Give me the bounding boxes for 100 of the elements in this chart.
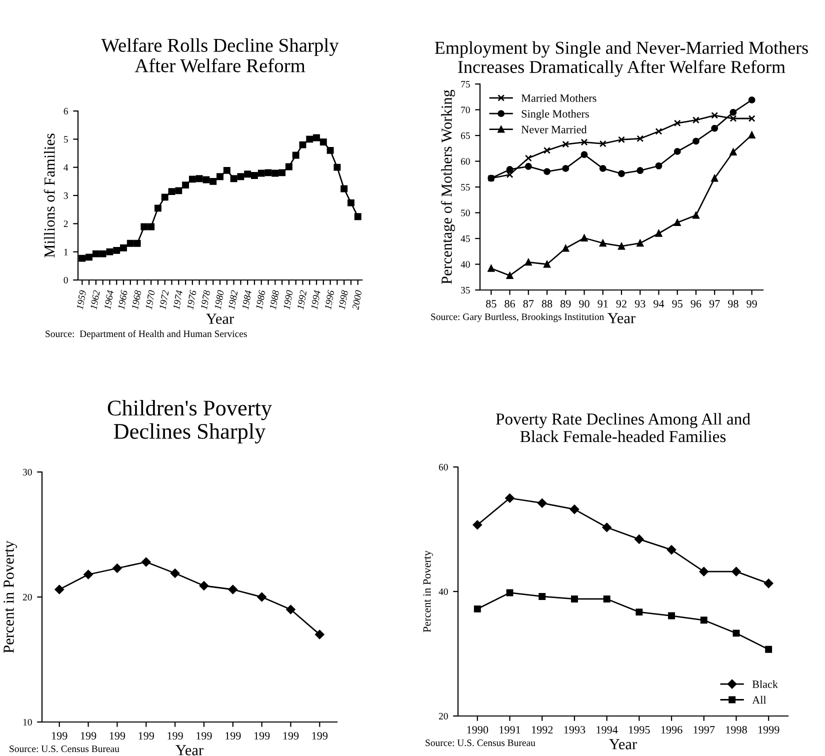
point <box>700 616 708 624</box>
point <box>603 595 610 602</box>
x-tick-label: 1992 <box>297 290 307 310</box>
x-tick-label: 199 <box>138 732 154 740</box>
point <box>562 164 570 172</box>
point <box>112 564 122 573</box>
x-tick-label: 1962 <box>90 290 100 310</box>
point <box>692 212 700 219</box>
point <box>599 164 606 172</box>
point <box>636 240 644 247</box>
y-tick-label: 40 <box>438 588 448 595</box>
x-tick-label: 1986 <box>256 290 266 310</box>
point <box>524 162 532 170</box>
x-tick-label: 1972 <box>159 290 169 310</box>
point <box>674 219 681 226</box>
point <box>278 169 286 176</box>
point <box>154 204 162 212</box>
x-tick-label: 199 <box>196 732 212 740</box>
x-tick-label: 1964 <box>104 290 114 310</box>
point <box>168 188 176 196</box>
point <box>286 604 296 614</box>
legend-label: Black <box>752 680 778 688</box>
point <box>230 175 238 182</box>
x-tick-label: 1999 <box>758 726 780 734</box>
point <box>730 115 737 122</box>
x-tick-label: 91 <box>598 300 608 308</box>
x-tick-label: 1996 <box>661 726 682 734</box>
point <box>134 240 141 247</box>
x-tick-label: 1988 <box>269 290 280 310</box>
x-tick-label: 88 <box>542 300 552 308</box>
point <box>320 138 327 146</box>
point <box>84 570 93 580</box>
point <box>326 146 334 154</box>
y-axis-title: Millions of Families <box>44 134 55 258</box>
x-tick-label: 1995 <box>629 726 650 734</box>
y-tick-label: 60 <box>438 464 448 470</box>
point <box>258 170 265 177</box>
y-tick-label: 35 <box>461 286 470 294</box>
point <box>472 520 482 530</box>
point <box>272 170 279 177</box>
point <box>196 175 203 182</box>
legend-label: Never Married <box>521 126 587 134</box>
x-tick-label: 98 <box>728 300 738 308</box>
chart-title: Poverty Rate Declines Among All and Black Female-headed Families <box>496 412 750 442</box>
point <box>537 498 547 508</box>
point <box>666 545 676 554</box>
point <box>544 168 550 176</box>
point <box>538 593 546 600</box>
point <box>674 148 681 155</box>
y-axis-title: Percent in Poverty <box>423 550 433 632</box>
point <box>730 148 737 156</box>
x-tick-label: 92 <box>616 300 626 308</box>
point <box>618 170 625 178</box>
legend-label: Single Mothers <box>522 110 589 120</box>
y-tick-label: 20 <box>22 594 32 600</box>
point <box>748 132 756 138</box>
x-tick-label: 1993 <box>564 726 586 734</box>
point <box>748 115 756 122</box>
point <box>636 608 643 616</box>
x-tick-label: 1994 <box>310 290 321 310</box>
x-tick-label: 1959 <box>76 290 86 310</box>
x-tick-label: 1990 <box>283 290 293 310</box>
point <box>334 164 341 171</box>
point <box>636 167 644 174</box>
point <box>655 128 662 135</box>
point <box>506 171 514 178</box>
point <box>237 173 244 180</box>
point <box>618 242 625 250</box>
point <box>618 136 625 144</box>
point <box>299 141 306 148</box>
point <box>199 581 209 590</box>
point <box>580 151 588 158</box>
x-tick-label: 94 <box>654 300 664 308</box>
x-tick-label: 199 <box>80 732 96 740</box>
x-tick-label: 89 <box>560 300 571 308</box>
point <box>86 254 92 261</box>
point <box>580 234 588 242</box>
point <box>602 522 612 532</box>
point <box>202 176 210 184</box>
y-tick-label: 65 <box>460 132 470 139</box>
chart-title: Welfare Rolls Decline Sharply After Welfare Reform <box>101 38 339 72</box>
y-tick-label: 4 <box>64 164 68 171</box>
x-axis-title: Year <box>176 745 204 756</box>
y-tick-label: 50 <box>461 210 470 216</box>
point <box>182 182 190 189</box>
point <box>313 134 320 142</box>
x-tick-label: 1982 <box>228 290 238 310</box>
x-tick-label: 1992 <box>532 726 553 734</box>
x-tick-label: 1966 <box>118 290 128 310</box>
x-tick-label: 1997 <box>694 726 715 734</box>
point <box>126 240 134 247</box>
point <box>257 592 266 602</box>
y-axis-title: Percentage of Mothers Working <box>440 90 455 284</box>
point <box>732 630 740 637</box>
y-tick-label: 45 <box>460 235 470 242</box>
x-tick-label: 96 <box>690 300 702 308</box>
point <box>148 223 155 230</box>
point <box>570 504 580 514</box>
x-tick-label: 1978 <box>200 290 210 310</box>
point <box>175 187 182 194</box>
